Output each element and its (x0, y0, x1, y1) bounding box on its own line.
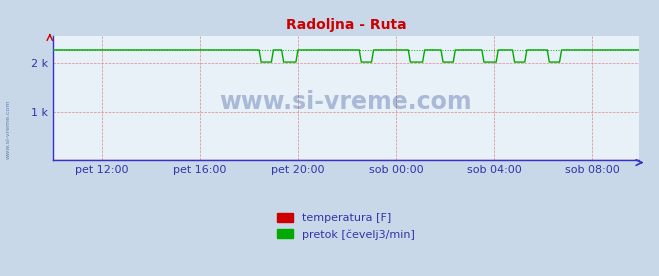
Text: www.si-vreme.com: www.si-vreme.com (219, 90, 473, 114)
Title: Radoljna - Ruta: Radoljna - Ruta (285, 18, 407, 32)
Text: www.si-vreme.com: www.si-vreme.com (6, 100, 11, 160)
Legend: temperatura [F], pretok [čevelj3/min]: temperatura [F], pretok [čevelj3/min] (272, 209, 420, 244)
